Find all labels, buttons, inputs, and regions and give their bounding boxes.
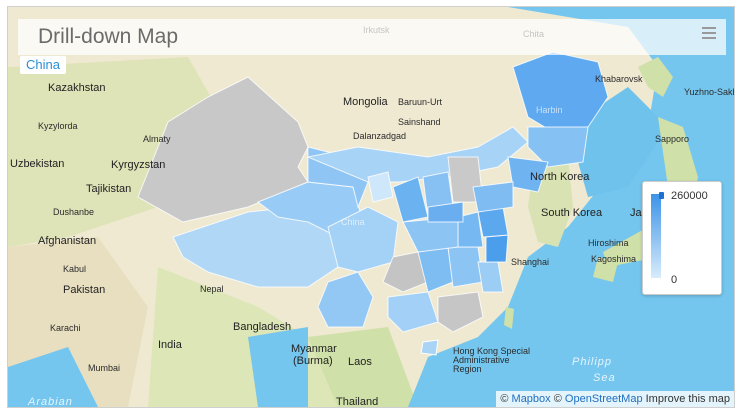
- map-label-uzbekistan: Uzbekistan: [10, 158, 65, 170]
- map-label-khabarovsk: Khabarovsk: [595, 74, 643, 84]
- legend-gradient-bar: [651, 194, 661, 278]
- map-label-sea: Sea: [593, 372, 616, 384]
- map-label-bangladesh: Bangladesh: [233, 321, 292, 333]
- kyushu: [593, 257, 618, 282]
- taiwan: [504, 307, 514, 329]
- province-liaoning: [507, 156, 549, 193]
- map-label-philippine: Philipp: [572, 356, 613, 368]
- map-label-sapporo: Sapporo: [655, 134, 690, 144]
- legend-marker-icon[interactable]: [659, 192, 664, 199]
- map-title: Drill-down Map: [38, 25, 179, 48]
- map-label-mumbai: Mumbai: [88, 363, 121, 373]
- province-guangdong: [437, 291, 484, 333]
- map-label-china: China: [341, 217, 365, 227]
- map-label-kyrgyzstan: Kyrgyzstan: [111, 159, 166, 171]
- province-henan: [427, 201, 464, 223]
- map-label-baruun-urt: Baruun-Urt: [398, 97, 443, 107]
- map-label-tajikistan: Tajikistan: [86, 183, 132, 195]
- map-attribution: © Mapbox © OpenStreetMap Improve this ma…: [496, 391, 734, 407]
- copyright-symbol-2: ©: [553, 393, 562, 405]
- province-fujian: [477, 261, 504, 293]
- map-label-kazakhstan: Kazakhstan: [48, 82, 106, 94]
- province-ningxia: [367, 171, 394, 203]
- hokkaido: [638, 57, 673, 97]
- map-label-thailand: Thailand: [336, 396, 379, 408]
- province-hainan: [420, 339, 439, 356]
- china-provinces: [137, 51, 609, 333]
- openstreetmap-link[interactable]: OpenStreetMap: [564, 393, 643, 405]
- province-zhejiang: [485, 234, 509, 263]
- map-label-myanmar-burma: (Burma): [293, 355, 333, 367]
- map-label-arabian-sea: Arabian: [28, 396, 73, 408]
- map-label-kyzylorda: Kyzylorda: [38, 121, 78, 131]
- map-label-hong-kong: Hong Kong Special Administrative Region: [453, 346, 531, 374]
- province-guizhou: [382, 251, 429, 293]
- map-label-kabul: Kabul: [63, 264, 87, 274]
- copyright-symbol: ©: [500, 393, 509, 405]
- map-label-hiroshima: Hiroshima: [588, 238, 629, 248]
- map-label-pakistan: Pakistan: [63, 284, 106, 296]
- map-label-india: India: [158, 339, 182, 351]
- map-label-almaty: Almaty: [143, 134, 171, 144]
- map-label-sainshand: Sainshand: [398, 117, 441, 127]
- title-bar: Drill-down Map: [18, 19, 726, 55]
- legend-min-value: 0: [671, 274, 678, 286]
- province-yunnan: [317, 271, 374, 328]
- province-jiangxi: [447, 246, 484, 288]
- bay-of-bengal: [248, 327, 308, 407]
- hamburger-menu-icon[interactable]: [702, 27, 716, 39]
- map-label-kagoshima: Kagoshima: [591, 254, 637, 264]
- map-label-afghanistan: Afghanistan: [38, 235, 97, 247]
- improve-map-link[interactable]: Improve this map: [645, 393, 730, 405]
- map-label-shanghai: Shanghai: [511, 257, 550, 267]
- central-asia-terrain: [8, 57, 228, 247]
- breadcrumb-china[interactable]: China: [20, 56, 66, 74]
- map-label-nepal: Nepal: [200, 284, 224, 294]
- map-frame[interactable]: Irkutsk Chita Kazakhstan Mongolia Kyzylo…: [7, 6, 735, 408]
- arabian-sea: [8, 347, 98, 407]
- pacific-ocean: [408, 7, 734, 407]
- basemap[interactable]: [8, 7, 734, 407]
- province-guangxi: [387, 291, 439, 333]
- map-label-laos: Laos: [348, 356, 372, 368]
- map-label-myanmar: Myanmar: [291, 343, 337, 355]
- map-label-harbin: Harbin: [536, 105, 563, 115]
- southeast-asia-terrain: [308, 327, 418, 407]
- province-shandong: [472, 181, 514, 213]
- color-legend: 260000 0: [642, 181, 722, 295]
- map-label-yuzhno: Yuzhno-Sakhalinsk: [684, 87, 734, 97]
- map-label-mongolia: Mongolia: [343, 96, 388, 108]
- map-label-south-korea: South Korea: [541, 207, 603, 219]
- legend-max-value: 260000: [671, 190, 708, 202]
- province-jilin: [527, 126, 589, 168]
- mapbox-link[interactable]: Mapbox: [511, 393, 551, 405]
- map-label-dushanbe: Dushanbe: [53, 207, 95, 217]
- map-label-north-korea: North Korea: [530, 171, 590, 183]
- map-label-dalanzadgad: Dalanzadgad: [353, 131, 407, 141]
- map-label-karachi: Karachi: [50, 323, 81, 333]
